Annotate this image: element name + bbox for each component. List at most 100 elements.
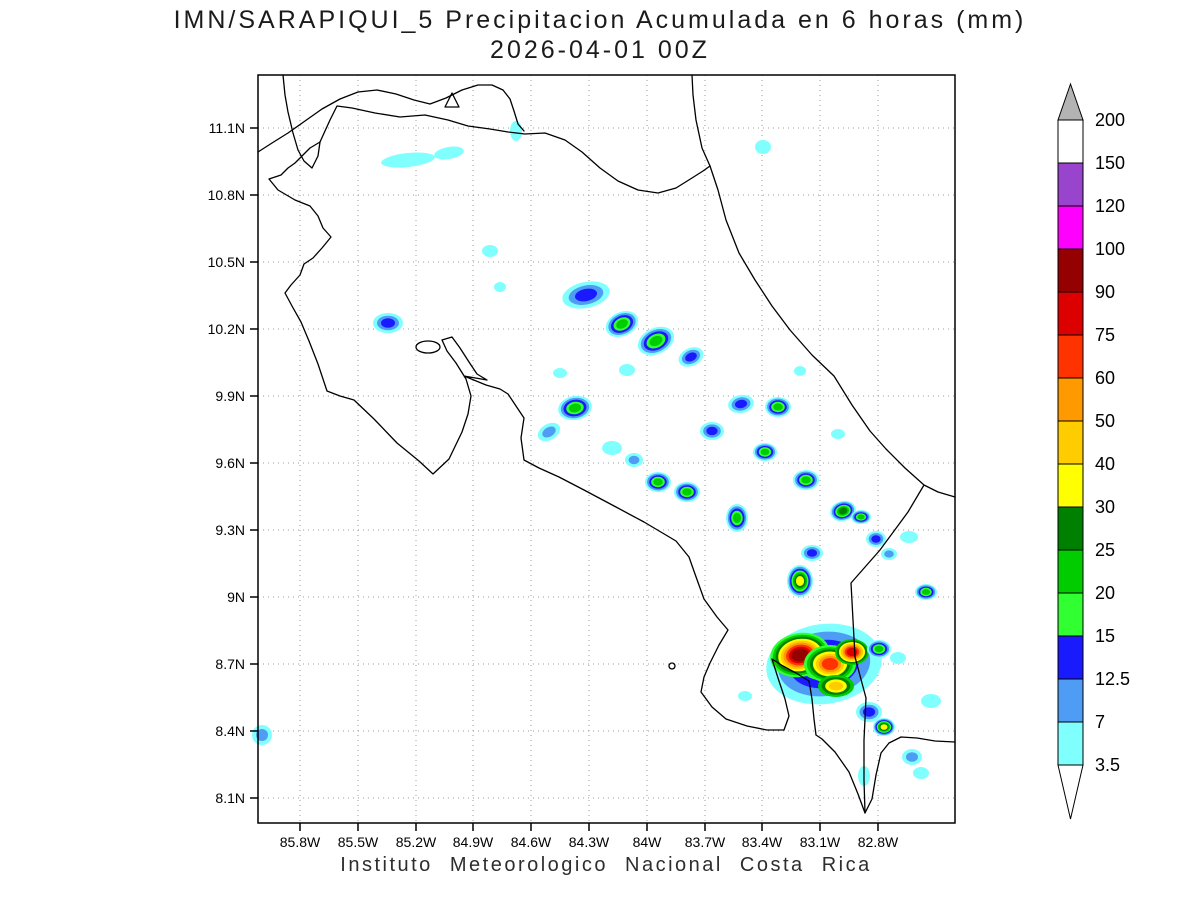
precip-cell — [568, 403, 582, 413]
precip-cell — [734, 399, 748, 409]
precip-cell — [795, 576, 805, 586]
precip-cell — [773, 403, 783, 411]
precip-cell — [542, 426, 556, 438]
precip-cell — [706, 426, 718, 436]
precip-cell — [821, 658, 839, 670]
precip-cell — [890, 652, 906, 664]
colorbar-label: 150 — [1095, 153, 1125, 173]
colorbar-segment — [1057, 162, 1084, 207]
precip-cell — [828, 681, 844, 691]
colorbar-label: 75 — [1095, 325, 1115, 345]
lon-tick-label: 82.8W — [858, 834, 899, 850]
colorbar-label: 90 — [1095, 282, 1115, 302]
lon-tick-label: 83.4W — [742, 834, 783, 850]
lat-tick-label: 9N — [227, 589, 245, 605]
chart-title: IMN/SARAPIQUI_5 Precipitacion Acumulada … — [173, 6, 1027, 34]
colorbar-label: 200 — [1095, 110, 1125, 130]
lake-nicaragua-shore — [257, 84, 525, 153]
precip-cell — [434, 146, 464, 160]
precip-cell — [510, 121, 522, 141]
lat-tick-label: 8.4N — [215, 723, 245, 739]
precip-cell — [738, 691, 752, 701]
precip-cell — [794, 366, 806, 376]
colorbar-arrow-top — [1057, 82, 1084, 121]
precip-cell — [482, 245, 498, 257]
lon-tick-label: 84.6W — [511, 834, 552, 850]
lon-tick-label: 85.2W — [396, 834, 437, 850]
precip-cell — [256, 729, 268, 741]
border-panama-costa-rica — [850, 484, 925, 814]
colorbar-label: 120 — [1095, 196, 1125, 216]
precip-cell — [900, 531, 918, 543]
lat-tick-label: 8.7N — [215, 656, 245, 672]
coastline-layer — [257, 74, 956, 814]
precip-cell — [831, 429, 845, 439]
colorbar-label: 25 — [1095, 540, 1115, 560]
precip-cell — [685, 352, 697, 362]
precip-cell — [628, 455, 640, 465]
precip-cell — [857, 514, 865, 520]
colorbar-arrow-bottom — [1057, 764, 1084, 820]
axis-layer: 11.1N 10.8N 10.5N 10.2N 9.9N 9.6N 9.3N 9N 8.7N 8.… — [208, 74, 956, 850]
precip-cell — [884, 550, 894, 558]
precip-cell — [733, 513, 741, 523]
colorbar-segment — [1057, 721, 1084, 766]
colorbar-segment — [1057, 291, 1084, 336]
lon-tick-label: 85.8W — [280, 834, 321, 850]
precip-cell — [649, 335, 663, 347]
precip-cell — [906, 752, 918, 762]
colorbar-segment — [1057, 119, 1084, 164]
precip-cell — [616, 319, 628, 329]
colorbar-label: 7 — [1095, 712, 1105, 732]
lat-tick-label: 8.1N — [215, 790, 245, 806]
precip-cell — [874, 645, 884, 653]
island-chira — [415, 340, 441, 354]
precip-cell — [922, 589, 930, 595]
colorbar: 3.5 7 12.5 15 20 25 30 40 50 60 75 90 100 120 150 200 — [1057, 82, 1130, 820]
colorbar-segment — [1057, 334, 1084, 379]
precip-cell — [682, 488, 692, 496]
colorbar-label: 30 — [1095, 497, 1115, 517]
lat-tick-label: 9.9N — [215, 388, 245, 404]
precip-cell — [602, 441, 622, 455]
lat-tick-label: 10.8N — [208, 187, 245, 203]
colorbar-segment — [1057, 506, 1084, 551]
colorbar-label: 60 — [1095, 368, 1115, 388]
lon-tick-label: 83.7W — [685, 834, 726, 850]
island-solentiname — [444, 92, 460, 108]
lon-tick-label: 84W — [633, 834, 663, 850]
colorbar-segment — [1057, 205, 1084, 250]
precip-cell — [760, 448, 770, 456]
precip-cell — [838, 507, 848, 515]
coastline-pacific — [268, 141, 956, 814]
precip-cell — [619, 364, 635, 376]
lon-tick-label: 84.3W — [569, 834, 610, 850]
colorbar-segment — [1057, 377, 1084, 422]
colorbar-label: 50 — [1095, 411, 1115, 431]
colorbar-segment — [1057, 549, 1084, 594]
precipitation-layer — [252, 121, 941, 786]
colorbar-segment — [1057, 420, 1084, 465]
colorbar-label: 12.5 — [1095, 669, 1130, 689]
colorbar-segment — [1057, 678, 1084, 723]
island-cano — [668, 662, 676, 670]
precip-cell — [801, 476, 811, 484]
colorbar-label: 100 — [1095, 239, 1125, 259]
map-frame — [257, 74, 956, 824]
lat-tick-label: 10.5N — [208, 254, 245, 270]
colorbar-label: 40 — [1095, 454, 1115, 474]
lat-tick-label: 9.3N — [215, 522, 245, 538]
colorbar-segment — [1057, 248, 1084, 293]
precip-cell — [921, 694, 941, 708]
precip-cell — [806, 549, 818, 557]
precip-cell — [494, 282, 506, 292]
lon-tick-label: 83.1W — [800, 834, 841, 850]
precip-cell — [381, 152, 435, 168]
lon-tick-label: 85.5W — [338, 834, 379, 850]
lat-tick-label: 9.6N — [215, 455, 245, 471]
precip-cell — [913, 767, 929, 779]
footer-caption: Instituto Meteorologico Nacional Costa R… — [340, 854, 872, 876]
precip-cell — [846, 647, 858, 657]
colorbar-label: 15 — [1095, 626, 1115, 646]
